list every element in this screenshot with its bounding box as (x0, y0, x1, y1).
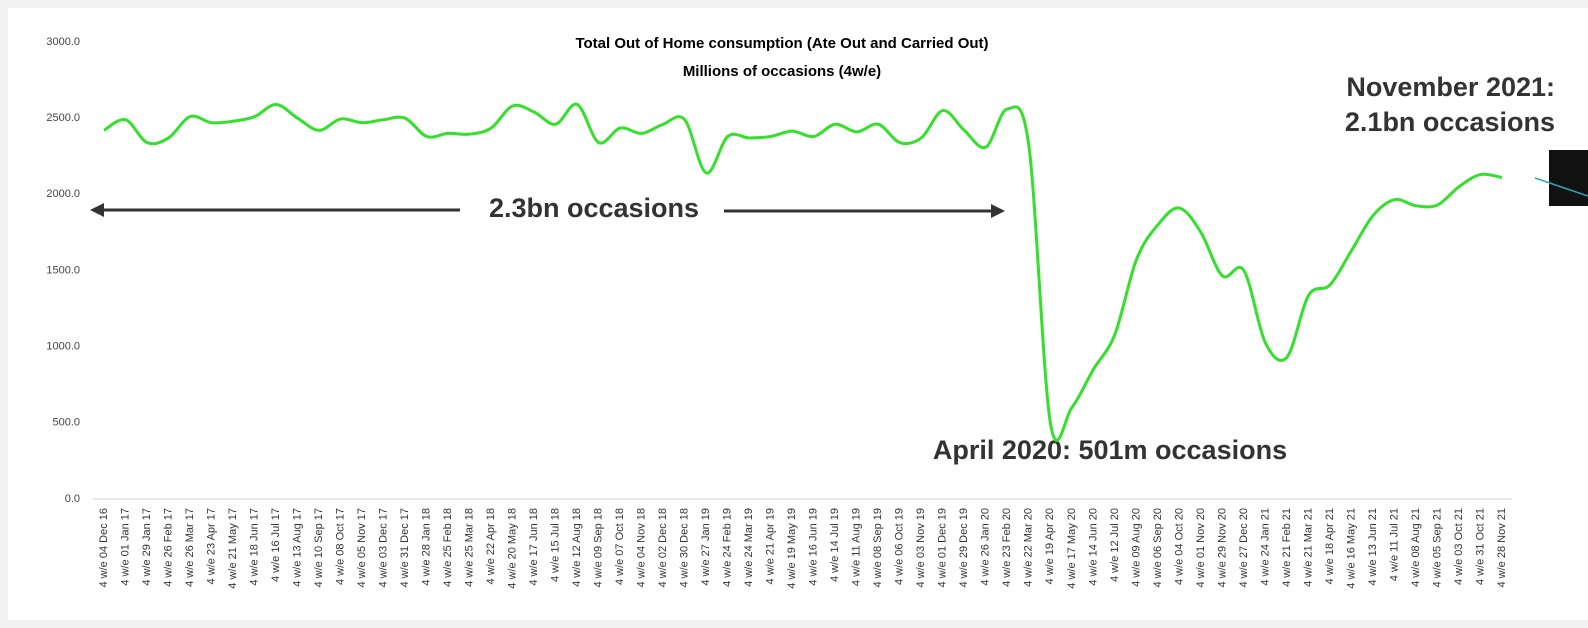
x-tick-label: 4 w/e 22 Mar 20 (1023, 508, 1035, 587)
y-tick-label: 1500.0 (46, 264, 80, 276)
x-tick-label: 4 w/e 09 Sep 18 (593, 508, 605, 588)
x-tick-label: 4 w/e 01 Nov 20 (1195, 508, 1207, 588)
x-tick-label: 4 w/e 26 Feb 17 (162, 508, 174, 587)
x-tick-label: 4 w/e 28 Jan 18 (421, 508, 433, 586)
x-tick-label: 4 w/e 10 Sep 17 (313, 508, 325, 588)
x-tick-label: 4 w/e 31 Dec 17 (399, 508, 411, 588)
x-tick-label: 4 w/e 22 Apr 18 (485, 508, 497, 584)
x-tick-label: 4 w/e 21 Feb 21 (1281, 508, 1293, 587)
x-tick-label: 4 w/e 23 Apr 17 (205, 508, 217, 584)
x-tick-label: 4 w/e 18 Apr 21 (1324, 508, 1336, 584)
y-tick-label: 1000.0 (46, 341, 80, 353)
y-tick-label: 500.0 (52, 417, 80, 429)
y-tick-label: 0.0 (65, 493, 80, 505)
x-tick-label: 4 w/e 17 May 20 (1066, 508, 1078, 589)
x-tick-label: 4 w/e 14 Jul 19 (829, 508, 841, 582)
x-tick-label: 4 w/e 06 Sep 20 (1152, 508, 1164, 588)
panel (8, 8, 1588, 620)
x-tick-label: 4 w/e 24 Mar 19 (743, 508, 755, 587)
x-tick-label: 4 w/e 26 Mar 17 (184, 508, 196, 587)
x-tick-label: 4 w/e 04 Oct 20 (1173, 508, 1185, 585)
x-tick-label: 4 w/e 21 Mar 21 (1302, 508, 1314, 587)
annotation: November 2021: (1346, 72, 1555, 102)
x-tick-label: 4 w/e 18 Jun 17 (248, 508, 260, 586)
x-tick-label: 4 w/e 15 Jul 18 (550, 508, 562, 582)
x-tick-label: 4 w/e 13 Jun 21 (1367, 508, 1379, 586)
x-tick-label: 4 w/e 19 May 19 (786, 508, 798, 589)
x-tick-label: 4 w/e 24 Jan 21 (1259, 508, 1271, 586)
x-tick-label: 4 w/e 16 Jul 17 (270, 508, 282, 582)
x-tick-label: 4 w/e 27 Jan 19 (700, 508, 712, 586)
x-tick-label: 4 w/e 04 Dec 16 (98, 508, 110, 588)
x-tick-label: 4 w/e 05 Sep 21 (1431, 508, 1443, 588)
x-tick-label: 4 w/e 13 Aug 17 (291, 508, 303, 587)
x-tick-label: 4 w/e 14 Jun 20 (1087, 508, 1099, 586)
x-tick-label: 4 w/e 27 Dec 20 (1238, 508, 1250, 588)
x-tick-label: 4 w/e 02 Dec 18 (657, 508, 669, 588)
x-tick-label: 4 w/e 03 Nov 19 (915, 508, 927, 588)
x-tick-label: 4 w/e 24 Feb 19 (722, 508, 734, 587)
y-tick-label: 2500.0 (46, 112, 80, 124)
x-tick-label: 4 w/e 29 Jan 17 (141, 508, 153, 586)
x-tick-label: 4 w/e 16 May 21 (1345, 508, 1357, 589)
x-tick-label: 4 w/e 26 Jan 20 (980, 508, 992, 586)
x-tick-label: 4 w/e 01 Dec 19 (937, 508, 949, 588)
x-tick-label: 4 w/e 20 May 18 (507, 508, 519, 589)
x-tick-label: 4 w/e 08 Aug 21 (1410, 508, 1422, 587)
x-tick-label: 4 w/e 08 Oct 17 (334, 508, 346, 585)
x-tick-label: 4 w/e 23 Feb 20 (1001, 508, 1013, 587)
callout-line (1534, 177, 1588, 197)
y-tick-label: 3000.0 (46, 36, 80, 48)
x-tick-label: 4 w/e 07 Oct 18 (614, 508, 626, 585)
x-tick-label: 4 w/e 12 Jul 20 (1109, 508, 1121, 582)
chart-subtitle: Millions of occasions (4w/e) (683, 63, 881, 80)
x-tick-label: 4 w/e 11 Jul 21 (1388, 508, 1400, 581)
line-series (103, 102, 1503, 442)
annotation: 2.1bn occasions (1345, 107, 1555, 137)
x-tick-label: 4 w/e 25 Feb 18 (442, 508, 454, 587)
x-tick-label: 4 w/e 03 Oct 21 (1453, 508, 1465, 585)
x-tick-label: 4 w/e 28 Nov 21 (1496, 508, 1508, 588)
x-tick-label: 4 w/e 06 Oct 19 (894, 508, 906, 585)
x-tick-label: 4 w/e 29 Dec 19 (958, 508, 970, 588)
callout-box (1549, 150, 1588, 206)
x-tick-label: 4 w/e 11 Aug 19 (851, 508, 863, 586)
x-tick-label: 4 w/e 31 Oct 21 (1474, 508, 1486, 585)
x-tick-label: 4 w/e 29 Nov 20 (1216, 508, 1228, 588)
x-tick-label: 4 w/e 01 Jan 17 (119, 508, 131, 586)
x-tick-label: 4 w/e 21 May 17 (227, 508, 239, 589)
x-tick-label: 4 w/e 30 Dec 18 (679, 508, 691, 588)
annotation: 2.3bn occasions (489, 193, 699, 223)
x-tick-label: 4 w/e 03 Dec 17 (378, 508, 390, 588)
x-tick-label: 4 w/e 04 Nov 18 (636, 508, 648, 588)
x-tick-label: 4 w/e 16 Jun 19 (808, 508, 820, 586)
y-tick-label: 2000.0 (46, 188, 80, 200)
x-tick-label: 4 w/e 09 Aug 20 (1130, 508, 1142, 587)
annotation: April 2020: 501m occasions (933, 435, 1287, 465)
chart-title: Total Out of Home consumption (Ate Out a… (575, 35, 988, 52)
x-tick-label: 4 w/e 19 Apr 20 (1044, 508, 1056, 584)
arrow-head (90, 203, 104, 217)
x-tick-label: 4 w/e 08 Sep 19 (872, 508, 884, 588)
arrows (90, 203, 1005, 218)
x-tick-label: 4 w/e 05 Nov 17 (356, 508, 368, 588)
x-tick-label: 4 w/e 12 Aug 18 (571, 508, 583, 587)
x-tick-label: 4 w/e 17 Jun 18 (528, 508, 540, 586)
arrow-head (991, 204, 1005, 218)
x-tick-label: 4 w/e 21 Apr 19 (765, 508, 777, 584)
x-tick-label: 4 w/e 25 Mar 18 (464, 508, 476, 587)
